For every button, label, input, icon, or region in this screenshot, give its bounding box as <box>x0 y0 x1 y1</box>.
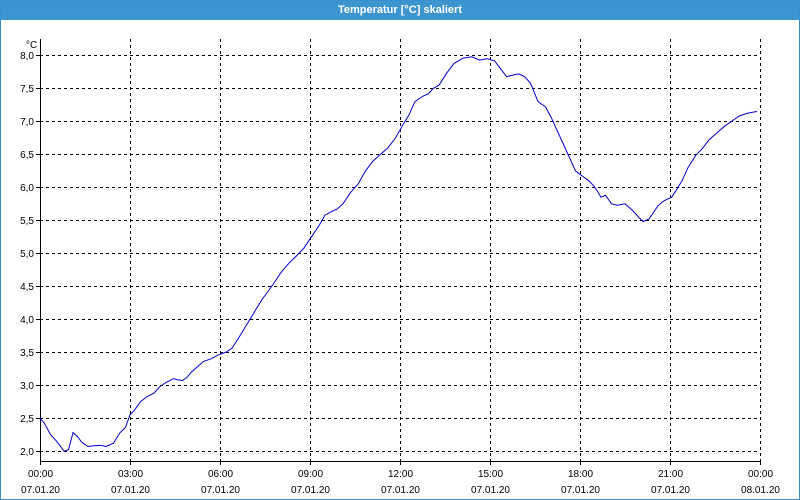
y-tick-label: 6,0 <box>20 183 34 194</box>
x-tick-date-label: 07.01.20 <box>111 485 150 496</box>
x-tick-date-label: 07.01.20 <box>201 485 240 496</box>
grid <box>36 39 761 465</box>
y-tick-label: 7,5 <box>20 84 34 95</box>
x-tick-time-label: 00:00 <box>748 469 773 480</box>
x-tick-date-label: 07.01.20 <box>21 485 60 496</box>
x-tick-time-label: 12:00 <box>388 469 413 480</box>
x-tick-date-label: 07.01.20 <box>381 485 420 496</box>
x-tick-date-label: 08.01.20 <box>741 485 780 496</box>
y-tick-label: 4,0 <box>20 315 34 326</box>
x-tick-time-label: 06:00 <box>208 469 233 480</box>
y-tick-labels: 2,0 2,5 3,0 3,5 4,0 4,5 5,0 5,5 6,0 6,5 7,0 7,5 8,0 <box>20 51 34 458</box>
y-axis-unit-label: °C <box>26 40 37 51</box>
y-tick-label: 5,5 <box>20 216 34 227</box>
x-tick-date-label: 07.01.20 <box>561 485 600 496</box>
x-tick-date-label: 07.01.20 <box>651 485 690 496</box>
temperature-series-line <box>39 56 758 452</box>
x-tick-date-label: 07.01.20 <box>291 485 330 496</box>
y-tick-label: 3,0 <box>20 381 34 392</box>
x-tick-time-label: 03:00 <box>118 469 143 480</box>
x-tick-date-label: 07.01.20 <box>471 485 510 496</box>
axes: °C <box>26 39 760 462</box>
y-tick-label: 3,5 <box>20 348 34 359</box>
window-title: Temperatur [°C] skaliert <box>1 1 799 20</box>
x-tick-time-label: 21:00 <box>658 469 683 480</box>
y-tick-label: 2,5 <box>20 414 34 425</box>
x-tick-time-label: 00:00 <box>28 469 53 480</box>
y-tick-label: 2,0 <box>20 447 34 458</box>
y-tick-label: 4,5 <box>20 282 34 293</box>
y-tick-label: 8,0 <box>20 51 34 62</box>
x-tick-time-label: 15:00 <box>478 469 503 480</box>
x-tick-time-label: 18:00 <box>568 469 593 480</box>
y-tick-label: 6,5 <box>20 150 34 161</box>
y-tick-label: 5,0 <box>20 249 34 260</box>
y-tick-label: 7,0 <box>20 117 34 128</box>
x-tick-labels: 00:00 07.01.20 03:00 07.01.20 06:00 07.01.20 0… <box>21 469 780 496</box>
x-tick-time-label: 09:00 <box>298 469 323 480</box>
